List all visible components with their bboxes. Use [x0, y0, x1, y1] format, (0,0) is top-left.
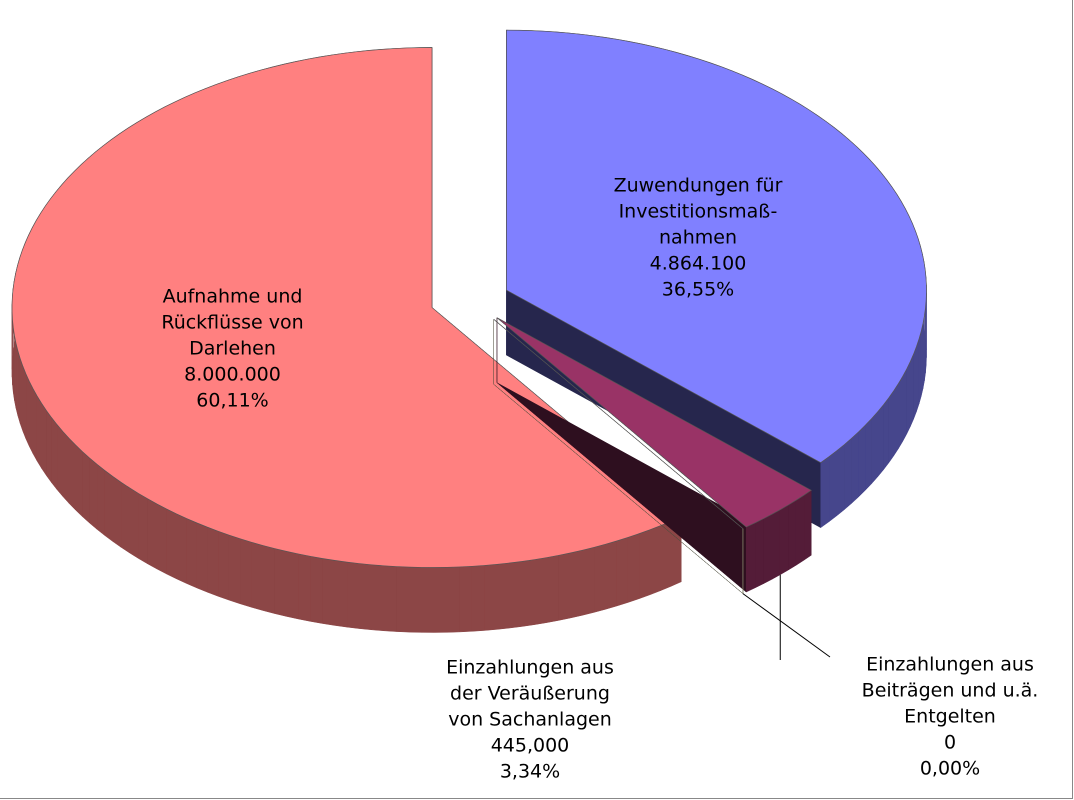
- slice-outer-side: [745, 489, 812, 593]
- slice-label: Entgelten: [904, 706, 996, 728]
- slice-label: 0,00%: [920, 758, 980, 780]
- slice-label: 0: [944, 732, 956, 754]
- slice-label: Aufnahme und: [163, 286, 303, 308]
- slice-label: 4.864.100: [650, 252, 747, 274]
- slice-label: 60,11%: [196, 390, 268, 412]
- slice-label: nahmen: [659, 226, 737, 248]
- slice-label: Investitionsmaß-: [619, 200, 778, 222]
- leader-line: [742, 593, 831, 658]
- slice-label: Einzahlungen aus: [866, 654, 1034, 676]
- slice-label: Beiträgen und u.ä.: [862, 680, 1039, 702]
- slice: [11, 47, 682, 568]
- slice: [493, 319, 744, 529]
- slice: [496, 317, 812, 528]
- slice-label: Rückflüsse von: [161, 312, 303, 334]
- slice-label: Darlehen: [189, 338, 276, 360]
- slice-label: 36,55%: [662, 278, 734, 300]
- slice-label: Zuwendungen für: [614, 174, 783, 196]
- slice-label: von Sachanlagen: [448, 709, 612, 731]
- slice-label: 8.000.000: [184, 364, 281, 386]
- slice-label: Einzahlungen aus: [446, 657, 614, 679]
- slice-label: 445,000: [491, 735, 570, 757]
- slice-label: der Veräußerung: [450, 683, 610, 705]
- slice-label: 3,34%: [500, 761, 560, 783]
- slice: [506, 29, 927, 464]
